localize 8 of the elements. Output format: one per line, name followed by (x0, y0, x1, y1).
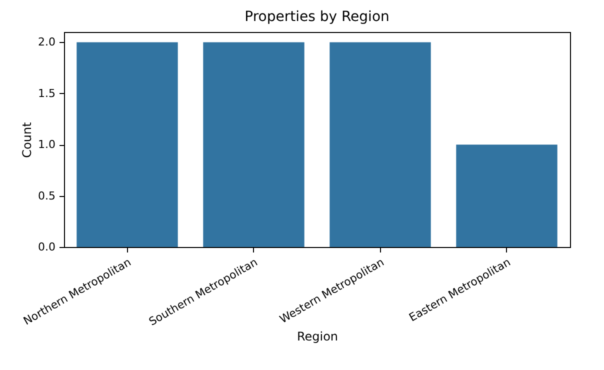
x-axis-title: Region (296, 330, 338, 344)
chart-title: Properties by Region (244, 9, 390, 25)
y-tick-label: 1.5 (38, 86, 56, 100)
y-tick-label: 0.5 (38, 189, 56, 202)
y-tick-label: 2.0 (38, 36, 56, 49)
y-tick-label: 1.0 (38, 138, 56, 152)
y-axis-title: Count (20, 122, 34, 158)
y-tick-label: 0.0 (38, 240, 56, 254)
